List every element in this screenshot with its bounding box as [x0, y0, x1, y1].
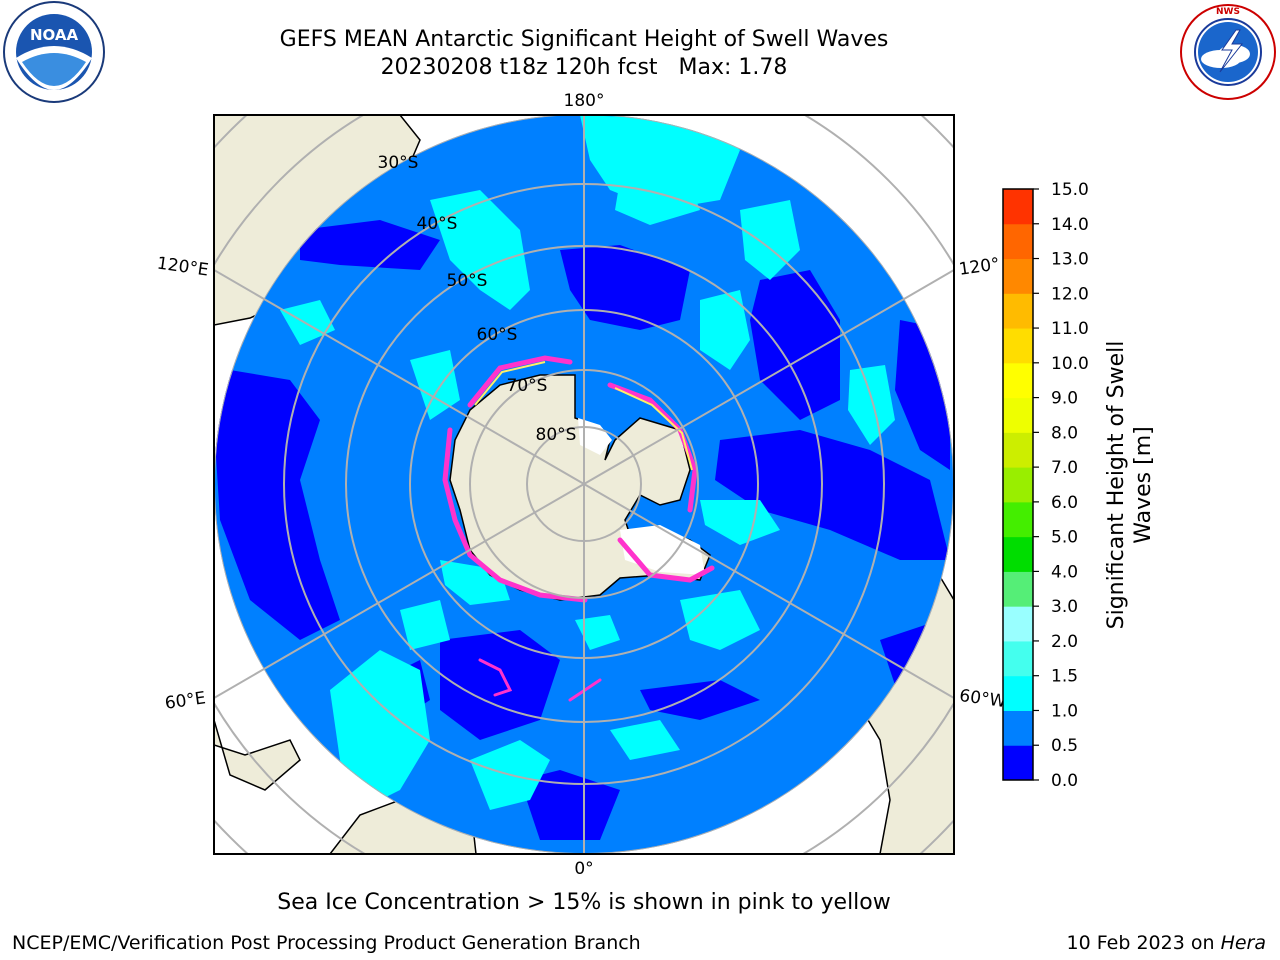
sea-ice-footnote: Sea Ice Concentration > 15% is shown in … [277, 890, 891, 915]
colorbar-tick-label: 6.0 [1051, 493, 1078, 513]
noaa-logo: NOAA [3, 1, 105, 103]
map-area [214, 115, 954, 854]
colorbar-tick-label: 8.0 [1051, 423, 1078, 443]
colorbar-segment [1003, 710, 1033, 746]
colorbar-tick-label: 1.0 [1051, 701, 1078, 721]
colorbar: 0.0 0.5 1.0 1.5 2.0 3.0 4.0 5.0 6.0 7.0 8.0 9.0 10.0… [1002, 180, 1089, 791]
lon-label-lower-left: 60°E [164, 688, 207, 713]
colorbar-tick-label: 3.0 [1051, 597, 1078, 617]
colorbar-tick-label: 7.0 [1051, 458, 1078, 478]
ocean-disk [214, 115, 954, 854]
colorbar-tick-label: 12.0 [1051, 284, 1089, 304]
noaa-logo-text: NOAA [30, 26, 79, 44]
lat-label-40s: 40°S [417, 214, 458, 234]
lat-label-80s: 80°S [536, 425, 577, 445]
chart-title: GEFS MEAN Antarctic Significant Height o… [184, 26, 984, 82]
run-info: 20230208 t18z 120h fcst [380, 55, 658, 80]
colorbar-tick-label: 10.0 [1051, 354, 1089, 374]
colorbar-segment [1003, 362, 1033, 399]
colorbar-segment [1003, 675, 1033, 711]
colorbar-tick-label: 4.0 [1051, 562, 1078, 582]
lat-label-60s: 60°S [477, 325, 518, 345]
credit-host: Hera [1220, 932, 1266, 954]
title-line-1: GEFS MEAN Antarctic Significant Height o… [279, 27, 889, 52]
lon-label-top: 180° [564, 91, 605, 111]
lat-label-50s: 50°S [447, 271, 488, 291]
sea-ice-core [474, 361, 693, 471]
colorbar-segment [1003, 293, 1033, 329]
colorbar-label-line-1: Significant Height of Swell [1104, 341, 1129, 630]
colorbar-segment [1003, 467, 1033, 503]
max-value: Max: 1.78 [678, 55, 788, 80]
colorbar-frame [1002, 188, 1034, 781]
national-weather-service-logo: NWS [1180, 4, 1276, 100]
graticule [214, 115, 954, 854]
lon-label-lower-right: 60°W [958, 686, 1007, 712]
colorbar-segment [1003, 745, 1033, 781]
colorbar-tick-label: 13.0 [1051, 250, 1089, 270]
colorbar-tick-label: 11.0 [1051, 319, 1089, 339]
colorbar-segment [1003, 432, 1033, 468]
svg-text:NWS: NWS [1216, 7, 1240, 17]
colorbar-segment [1003, 397, 1033, 433]
title-line-2: 20230208 t18z 120h fcst Max: 1.78 [184, 54, 984, 82]
colorbar-segment [1003, 501, 1033, 538]
colorbar-tick-label: 5.0 [1051, 528, 1078, 548]
lon-label-upper-right: 120° [958, 254, 1001, 280]
colorbar-tick-label: 14.0 [1051, 215, 1089, 235]
colorbar-tick-label: 0.5 [1051, 736, 1078, 756]
colorbar-tick-label: 1.5 [1051, 667, 1078, 687]
lon-label-upper-left: 120°E [156, 254, 210, 281]
colorbar-segment [1003, 223, 1033, 260]
colorbar-segment [1003, 606, 1033, 642]
colorbar-tick-label: 9.0 [1051, 389, 1078, 409]
colorbar-segment [1003, 258, 1033, 294]
colorbar-tick-label: 15.0 [1051, 180, 1089, 200]
lat-label-30s: 30°S [378, 153, 419, 173]
lon-label-bottom: 0° [574, 859, 593, 879]
colorbar-segment [1003, 640, 1033, 677]
credit-organization: NCEP/EMC/Verification Post Processing Pr… [12, 932, 641, 954]
colorbar-segment [1003, 328, 1033, 364]
colorbar-tick-label: 2.0 [1051, 632, 1078, 652]
swell-high-regions [280, 115, 895, 810]
credit-date: 10 Feb 2023 on [1066, 932, 1215, 954]
colorbar-segment [1003, 571, 1033, 607]
graticule-outer [214, 115, 954, 854]
colorbar-segment [1003, 536, 1033, 572]
colorbar-tick-label: 0.0 [1051, 771, 1078, 791]
colorbar-label-line-2: Waves [m] [1131, 426, 1156, 543]
map-frame [213, 114, 955, 855]
credit-date-host: 10 Feb 2023 on Hera [1067, 932, 1266, 954]
lat-label-70s: 70°S [507, 376, 548, 396]
colorbar-segment [1003, 189, 1033, 225]
